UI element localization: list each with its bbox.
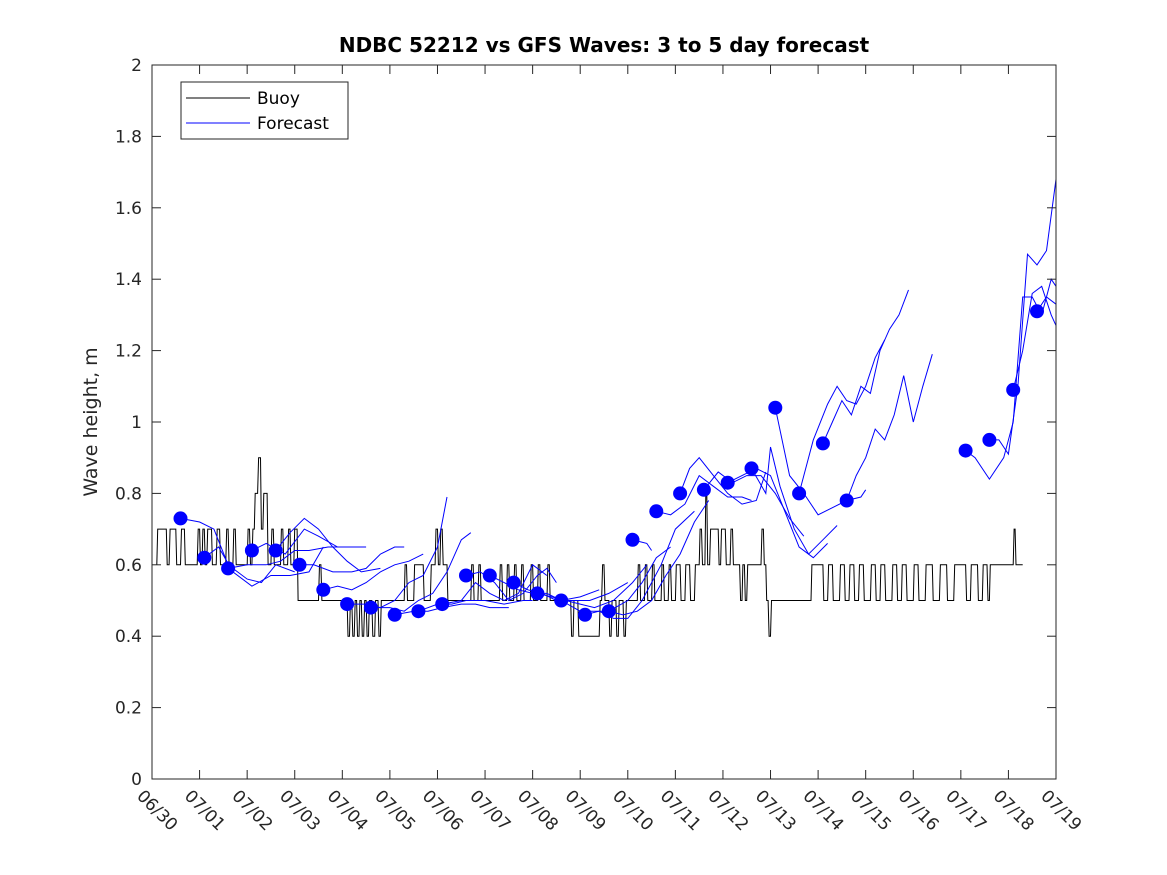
forecast-marker-13	[482, 568, 497, 583]
forecast-marker-21	[673, 486, 688, 501]
y-tick-label: 1	[131, 413, 142, 433]
forecast-marker-4	[268, 543, 283, 558]
x-tick-label: 07/06	[418, 786, 467, 835]
x-tick-label: 07/13	[751, 786, 800, 835]
forecast-marker-3	[244, 543, 259, 558]
forecast-marker-11	[435, 597, 450, 612]
legend-box	[180, 81, 349, 140]
x-tick-label: 07/12	[703, 786, 752, 835]
forecast-marker-31	[1006, 382, 1021, 397]
forecast-marker-26	[792, 486, 807, 501]
x-tick-label: 07/14	[799, 786, 848, 835]
forecast-marker-30	[982, 432, 997, 447]
forecast-series-line-23	[727, 467, 828, 559]
x-tick-label: 07/05	[370, 786, 419, 835]
forecast-marker-22	[696, 482, 711, 497]
y-tick-label: 0.8	[115, 484, 142, 504]
forecast-marker-2	[221, 561, 236, 576]
plot-area	[152, 65, 1056, 779]
x-tick-label: 07/02	[228, 786, 277, 835]
y-tick-label: 2	[131, 56, 142, 76]
forecast-series-line-22	[703, 471, 805, 537]
forecast-series-line-25	[774, 407, 867, 516]
forecast-series-line-27	[822, 289, 909, 444]
x-tick-label: 07/19	[1036, 786, 1085, 835]
forecast-series-line-21	[679, 456, 767, 505]
y-tick-label: 1.2	[115, 342, 142, 362]
chart-title: NDBC 52212 vs GFS Waves: 3 to 5 day fore…	[339, 33, 870, 57]
forecast-series-line-20	[656, 474, 752, 516]
x-tick-label: 07/16	[894, 786, 943, 835]
x-tick-label: 07/17	[941, 786, 990, 835]
x-tick-label: 07/01	[180, 786, 229, 835]
x-tick-label: 07/08	[513, 786, 562, 835]
forecast-marker-9	[387, 607, 402, 622]
forecast-marker-19	[625, 532, 640, 547]
forecast-series-line-3	[251, 528, 367, 555]
y-axis-label: Wave height, m	[80, 347, 102, 496]
x-tick-label: 07/18	[989, 786, 1038, 835]
legend-buoy-label: Buoy	[257, 89, 300, 109]
forecast-marker-29	[958, 443, 973, 458]
forecast-marker-14	[506, 575, 521, 590]
forecast-marker-32	[1030, 304, 1044, 319]
forecast-marker-6	[316, 582, 331, 597]
y-tick-label: 0.2	[115, 699, 142, 719]
forecast-marker-1	[197, 550, 212, 565]
x-tick-label: 07/09	[561, 786, 610, 835]
y-tick-label: 0	[131, 770, 142, 790]
forecast-series-line-15	[537, 564, 648, 609]
forecast-marker-15	[530, 586, 545, 601]
x-tick-label: 06/30	[132, 786, 181, 835]
forecast-marker-23	[720, 475, 735, 490]
forecast-series-line-11	[442, 564, 548, 605]
forecast-marker-16	[554, 593, 569, 608]
forecast-series-line-24	[751, 446, 838, 555]
forecast-marker-17	[578, 607, 592, 622]
forecast-series-line-8	[370, 532, 472, 612]
forecast-marker-0	[173, 511, 188, 526]
forecast-marker-7	[340, 597, 355, 612]
axis-ticks	[151, 64, 1057, 780]
forecast-markers	[173, 304, 1044, 622]
x-tick-label: 07/03	[275, 786, 324, 835]
forecast-marker-12	[459, 568, 473, 583]
legend: Buoy Forecast	[180, 81, 349, 140]
x-tick-label: 07/15	[846, 786, 895, 835]
forecast-series-line-17	[584, 510, 695, 619]
x-tick-label: 07/07	[466, 786, 515, 835]
legend-forecast-label: Forecast	[257, 114, 329, 134]
forecast-series-line-30	[989, 179, 1057, 456]
forecast-series-line-6	[323, 553, 424, 591]
forecast-series-line-12	[465, 567, 557, 602]
y-tick-label: 0.6	[115, 556, 142, 576]
forecast-series-line-28	[846, 354, 933, 501]
x-tick-labels: 06/3007/0107/0207/0307/0407/0507/0607/07…	[132, 786, 1085, 835]
forecast-series-line-1	[204, 546, 324, 587]
y-tick-label: 0.4	[115, 627, 142, 647]
forecast-series-line-31	[1012, 285, 1057, 391]
y-tick-label: 1.6	[115, 199, 142, 219]
forecast-series-line-0	[180, 517, 295, 584]
forecast-marker-24	[744, 461, 759, 476]
forecast-marker-18	[601, 604, 616, 619]
x-tick-label: 07/04	[323, 786, 372, 835]
forecast-marker-10	[411, 604, 426, 619]
y-tick-labels: 0 0.2 0.4 0.6 0.8 1 1.2 1.4 1.6 1.8 2	[115, 56, 142, 790]
forecast-marker-27	[815, 436, 830, 451]
y-tick-label: 1.4	[115, 270, 142, 290]
forecast-series-line-18	[608, 500, 710, 616]
forecast-series-line-5	[299, 546, 405, 573]
forecast-marker-28	[839, 493, 854, 508]
y-tick-label: 1.8	[115, 127, 142, 147]
forecast-series-line-26	[798, 339, 886, 494]
forecast-series-line-2	[228, 546, 343, 569]
x-tick-label: 07/10	[608, 786, 657, 835]
forecast-marker-25	[768, 400, 783, 415]
forecast-marker-20	[649, 504, 664, 519]
forecast-marker-8	[363, 600, 378, 615]
x-tick-label: 07/11	[656, 786, 705, 835]
forecast-marker-5	[292, 557, 307, 572]
